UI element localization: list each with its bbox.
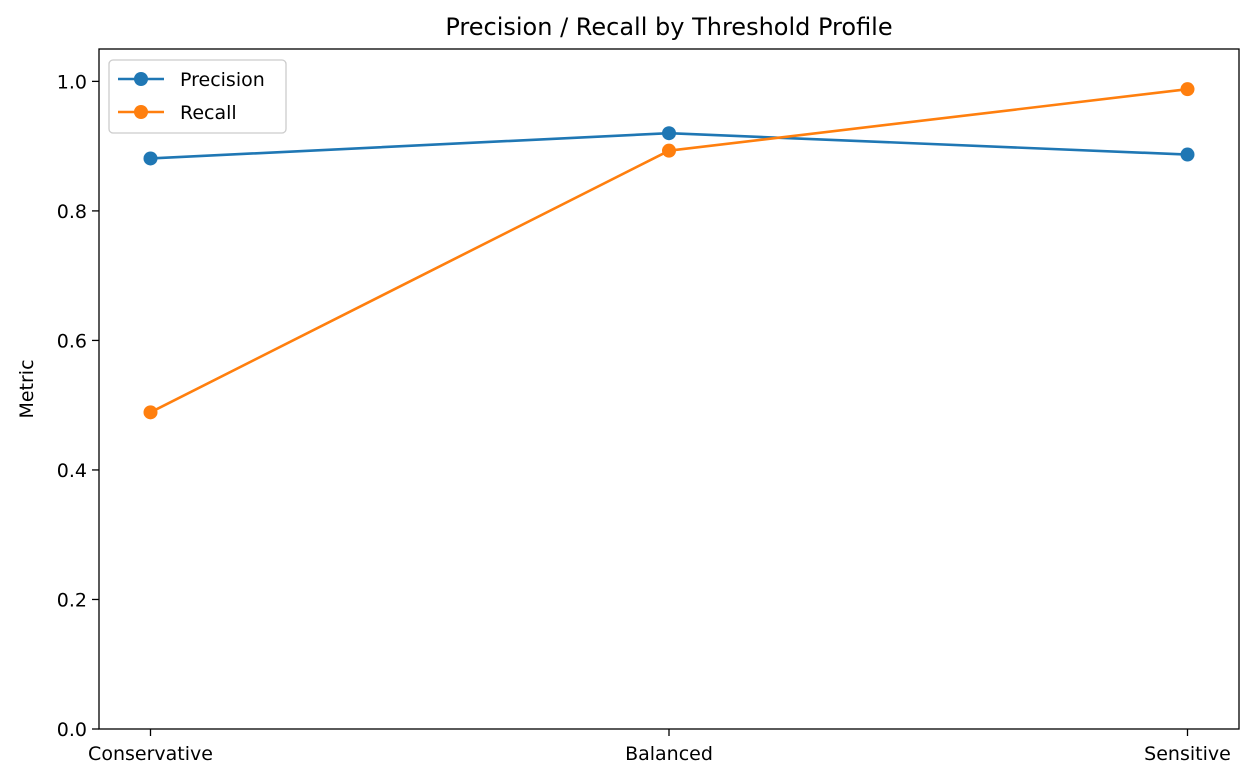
legend-recall-label: Recall: [180, 102, 237, 124]
recall-point: [143, 405, 158, 420]
y-tick-label: 0.6: [57, 330, 87, 352]
precision-point: [1180, 147, 1195, 162]
x-tick-label: Sensitive: [1144, 743, 1231, 765]
legend-recall-marker: [134, 105, 148, 119]
y-axis-label: Metric: [16, 359, 38, 418]
legend-precision-label: Precision: [180, 69, 265, 91]
plot-area: 0.0 0.2 0.4 0.6 0.8 1.0 Conservative Balanced Se…: [57, 71, 1231, 765]
plot-frame: [98, 48, 1240, 730]
legend-precision-marker: [134, 72, 148, 86]
y-tick-label: 0.4: [57, 460, 87, 482]
precision-point: [143, 151, 158, 166]
x-tick-label: Balanced: [625, 743, 713, 765]
x-tick-label: Conservative: [88, 743, 213, 765]
y-tick-label: 0.8: [57, 201, 87, 223]
recall-point: [1180, 82, 1195, 97]
legend: Precision Recall: [108, 59, 287, 134]
recall-point: [662, 143, 676, 158]
chart-title: Precision / Recall by Threshold Profile: [445, 13, 892, 41]
y-tick-label: 1.0: [57, 71, 87, 93]
precision-point: [662, 126, 676, 141]
y-tick-label: 0.2: [57, 589, 87, 611]
y-tick-label: 0.0: [57, 719, 87, 741]
